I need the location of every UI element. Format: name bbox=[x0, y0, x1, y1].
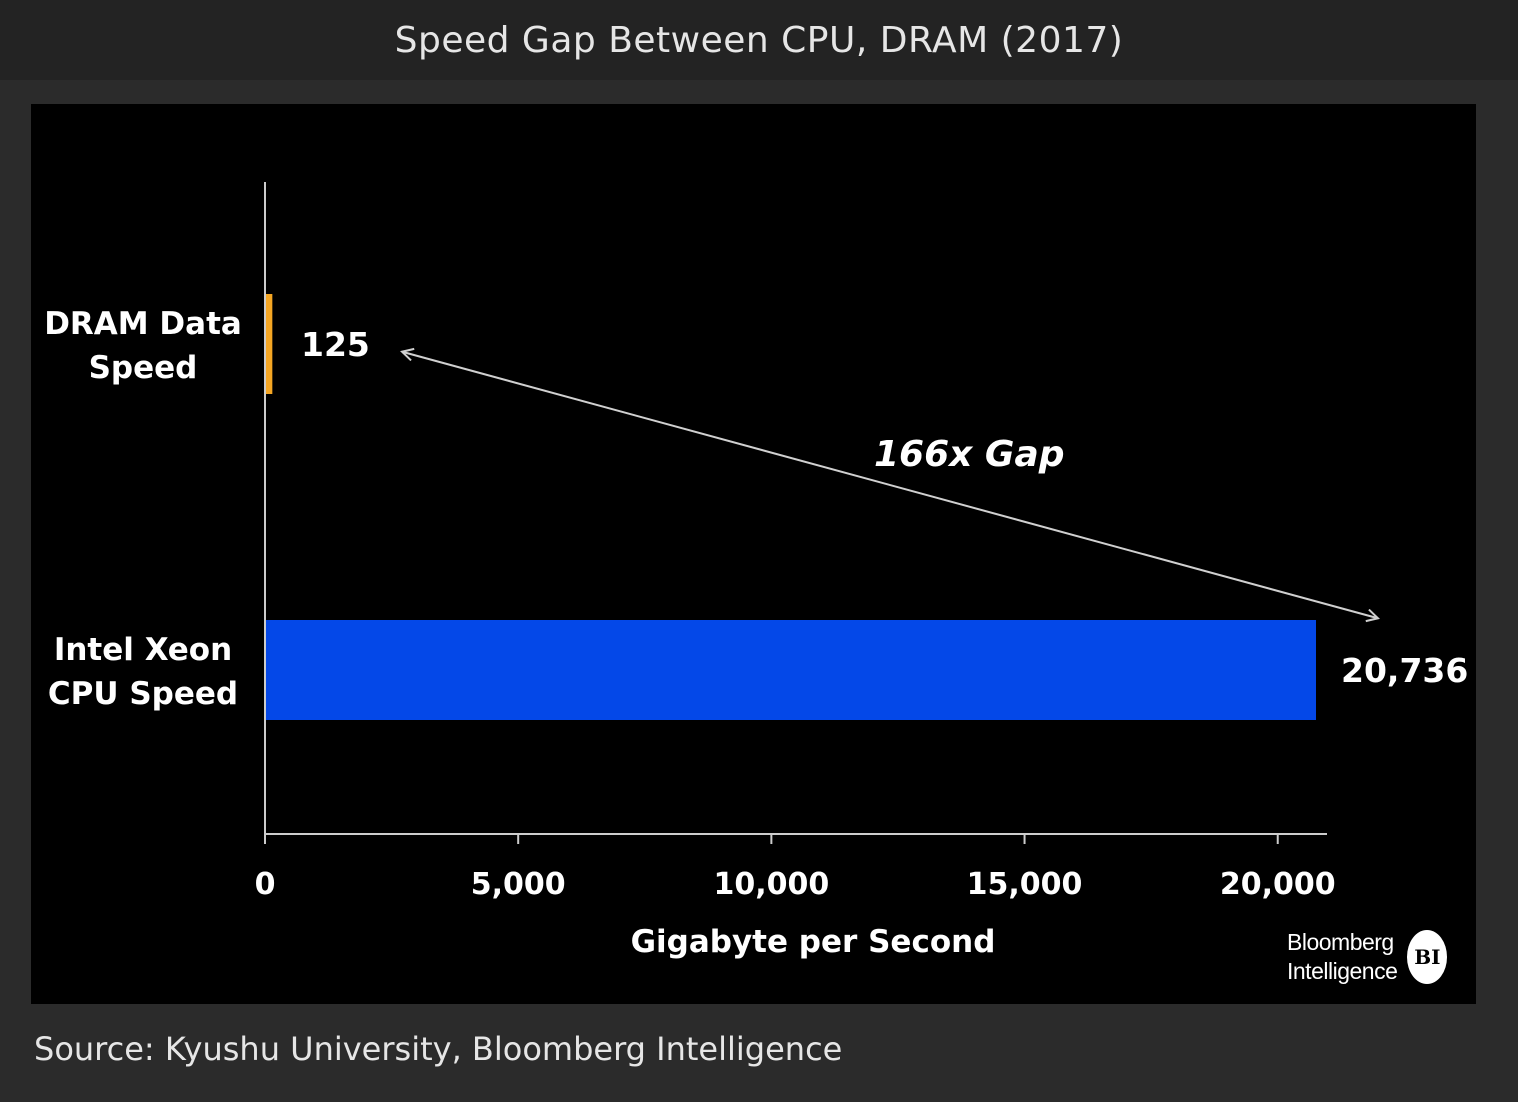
chart-panel: 0 5,000 10,000 15,000 20,000 DRAM Data Speed I… bbox=[31, 104, 1476, 1004]
x-tick-label: 0 bbox=[255, 867, 276, 902]
x-tick-label: 15,000 bbox=[967, 867, 1083, 902]
gap-arrow bbox=[403, 352, 1377, 618]
title-bar: Speed Gap Between CPU, DRAM (2017) bbox=[0, 0, 1518, 80]
x-axis-title: Gigabyte per Second bbox=[631, 924, 996, 960]
category-label: DRAM Data bbox=[44, 306, 242, 342]
bar-chart: 0 5,000 10,000 15,000 20,000 DRAM Data Speed I… bbox=[44, 182, 1468, 960]
x-tick-label: 20,000 bbox=[1220, 867, 1336, 902]
category-label: Speed bbox=[89, 350, 198, 386]
category-label: Intel Xeon bbox=[54, 632, 232, 668]
x-tick-label: 5,000 bbox=[471, 867, 566, 902]
value-label: 125 bbox=[301, 325, 370, 364]
gap-annotation: 166x Gap bbox=[874, 434, 1065, 475]
logo-line-1: Bloomberg bbox=[1287, 929, 1394, 955]
x-tick-label: 10,000 bbox=[713, 867, 829, 902]
bloomberg-intelligence-logo: Bloomberg Intelligence BI bbox=[1287, 922, 1462, 992]
chart-title: Speed Gap Between CPU, DRAM (2017) bbox=[394, 19, 1124, 61]
bi-badge-icon: BI bbox=[1407, 930, 1448, 984]
bar-1 bbox=[266, 620, 1316, 720]
source-note: Source: Kyushu University, Bloomberg Int… bbox=[34, 1030, 843, 1068]
logo-line-2: Intelligence bbox=[1287, 958, 1398, 984]
logo-text: Bloomberg Intelligence bbox=[1287, 928, 1398, 986]
bar-0 bbox=[266, 294, 273, 394]
value-label: 20,736 bbox=[1341, 651, 1468, 690]
category-label: CPU Speed bbox=[48, 676, 238, 712]
